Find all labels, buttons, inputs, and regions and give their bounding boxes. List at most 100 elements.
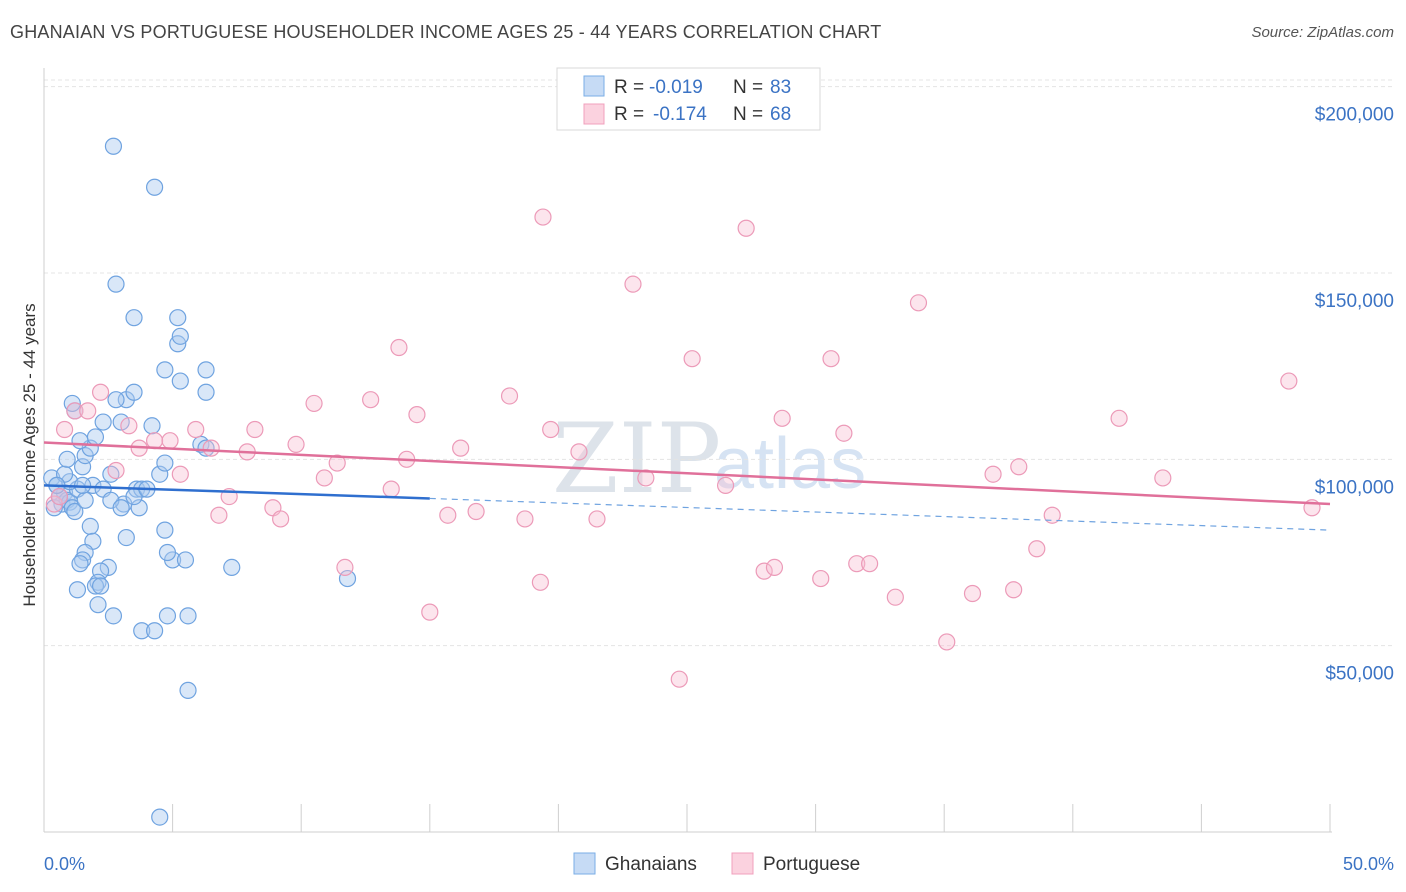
ghanaians-point [91,577,110,595]
portuguese-point [670,670,688,688]
portuguese-point [716,476,735,495]
ghanaians-point [133,622,151,640]
watermark: ZIP atlas [552,403,866,515]
legend-n-value-2: 68 [770,104,791,125]
portuguese-point [886,588,904,606]
legend-swatch-portuguese [583,103,605,125]
ghanaians-point [66,502,84,521]
ghanaians-point [143,417,161,435]
portuguese-point [305,394,323,413]
portuguese-point [161,432,179,450]
portuguese-point [1010,458,1028,476]
ghanaians-point [89,596,107,614]
legend-r-label-1: R = [614,77,644,98]
ghanaians-point [104,607,123,625]
y-tick-labels: $50,000 $100,000 $150,000 $200,000 [1315,105,1394,685]
watermark-zip: ZIP [552,403,721,515]
portuguese-point [246,420,264,439]
portuguese-point [765,558,784,576]
ghanaians-point [86,577,105,595]
legend-r-value-1: -0.019 [649,77,703,98]
y-tick-label: $100,000 [1315,477,1394,498]
portuguese-point [570,443,588,461]
portuguese-point [1028,540,1046,558]
portuguese-point [362,391,380,409]
portuguese-point [50,487,69,506]
trend-line-ghanaians [43,484,430,500]
x-axis-ticks [172,804,1331,832]
portuguese-point [439,506,457,524]
portuguese-point [773,409,791,427]
portuguese-point [909,294,928,312]
portuguese-point [171,465,189,483]
ghanaians-point [171,327,189,345]
portuguese-point [516,510,534,528]
gridlines [44,79,1394,647]
ghanaians-point [176,551,195,569]
portuguese-point [202,439,220,457]
portuguese-point [542,420,560,439]
series-ghanaians-points [43,137,357,826]
y-axis-label: Householder Income Ages 25 - 44 years [20,303,39,606]
portuguese-point [938,633,956,651]
portuguese-point [534,208,552,226]
bottom-legend: Ghanaians Portuguese [573,852,860,875]
portuguese-point [145,432,164,450]
portuguese-point [861,555,879,573]
portuguese-point [79,402,97,420]
ghanaians-point [58,450,76,468]
portuguese-point [683,350,701,368]
portuguese-point [187,420,205,439]
portuguese-point [812,569,830,588]
portuguese-point [1043,506,1061,524]
ghanaians-point [179,681,197,699]
bottom-legend-swatch-ghanaians [573,852,596,875]
ghanaians-point [158,607,177,625]
portuguese-point [531,573,549,591]
portuguese-point [1280,372,1298,390]
ghanaians-point [104,137,123,155]
x-tick-label-min: 0.0% [44,854,85,874]
portuguese-point [1154,469,1172,487]
ghanaians-point [151,808,169,826]
legend-r-label-2: R = [614,104,644,125]
watermark-atlas: atlas [714,424,866,504]
ghanaians-point [76,491,94,509]
bottom-legend-label-ghanaians: Ghanaians [605,854,697,875]
portuguese-point [1110,409,1128,427]
ghanaians-point [171,372,189,390]
portuguese-point [336,558,354,576]
ghanaians-point [81,517,99,536]
legend-swatch-ghanaians [583,75,605,97]
ghanaians-point [151,465,169,483]
ghanaians-point [86,428,105,446]
series-portuguese-points [45,208,1321,688]
bottom-legend-swatch-portuguese [731,852,754,875]
ghanaians-point [338,569,357,588]
ghanaians-point [91,562,110,580]
ghanaians-point [68,581,87,599]
ghanaians-point [130,499,148,517]
bottom-legend-label-portuguese: Portuguese [763,854,860,875]
ghanaians-point [112,499,130,517]
legend-n-label-1: N = [733,77,763,98]
portuguese-point [272,510,290,528]
ghanaians-point [71,555,89,573]
portuguese-point [210,506,228,524]
ghanaians-point [107,391,125,409]
ghanaians-point [169,309,187,327]
portuguese-point [408,405,426,424]
legend-box: R = -0.019 N = 83 R = -0.174 N = 68 [556,67,821,131]
ghanaians-point [117,528,135,547]
portuguese-point [107,461,125,480]
portuguese-point [421,603,439,621]
legend-r-value-2: -0.174 [653,104,707,125]
portuguese-point [848,555,866,573]
portuguese-point [287,435,305,454]
ghanaians-point [94,413,112,431]
ghanaians-point [71,432,89,450]
portuguese-point [328,454,346,472]
ghanaians-point [107,275,125,293]
portuguese-point [500,387,519,405]
